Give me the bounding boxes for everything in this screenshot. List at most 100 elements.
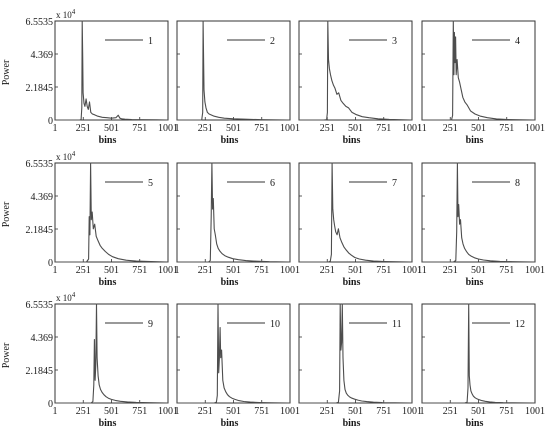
x-tick-label: 1001 [525, 265, 545, 276]
x-tick-label: 501 [471, 265, 486, 276]
legend-label: 2 [270, 36, 275, 47]
x-tick-label: 1001 [280, 123, 300, 134]
x-tick-label: 1001 [280, 406, 300, 417]
y-tick-label: 0 [48, 116, 53, 127]
legend-label: 4 [515, 36, 520, 47]
y-exponent-power: 4 [72, 8, 76, 16]
legend-label: 3 [392, 36, 397, 47]
legend-label: 9 [148, 319, 153, 330]
plot-frame [54, 20, 169, 121]
x-tick-label: 1 [53, 265, 58, 276]
y-tick-label: 0 [48, 258, 53, 269]
plot-frame [54, 162, 169, 263]
plot-frame [176, 20, 291, 121]
x-axis-label: bins [343, 418, 361, 429]
legend-label: 8 [515, 178, 520, 189]
series-line [422, 162, 536, 263]
y-axis-label: Power [1, 201, 12, 227]
x-tick-label: 751 [254, 123, 269, 134]
y-exponent: x 104 [56, 8, 76, 20]
x-tick-label: 1001 [158, 406, 178, 417]
x-axis-label: bins [99, 135, 117, 146]
x-tick-label: 1001 [402, 406, 422, 417]
plot-frame [298, 303, 413, 404]
legend-label: 11 [392, 319, 402, 330]
x-tick-label: 1 [420, 406, 425, 417]
x-tick-label: 251 [198, 123, 213, 134]
y-tick-label: 2.1845 [26, 83, 54, 94]
x-tick-label: 501 [104, 265, 119, 276]
y-exponent-power: 4 [72, 150, 76, 158]
y-axis-label: Power [1, 342, 12, 368]
y-tick-label: 6.5535 [26, 300, 54, 311]
subplot-5: 1 251 501 751 1001 bins 0 2.1845 4.369 6.5535 Powe… [1, 150, 178, 288]
x-tick-label: 501 [104, 123, 119, 134]
x-axis-label: bins [221, 135, 239, 146]
legend-label: 10 [270, 319, 280, 330]
plot-frame [176, 303, 291, 404]
x-tick-label: 251 [198, 406, 213, 417]
x-tick-label: 501 [226, 265, 241, 276]
x-tick-label: 751 [499, 265, 514, 276]
subplot-4: 11 251 501 751 1001 bins 4 [417, 20, 545, 146]
plot-frame [176, 162, 291, 263]
series-line [55, 20, 169, 121]
x-tick-label: 751 [376, 406, 391, 417]
x-tick-label: 251 [76, 265, 91, 276]
legend-label: 1 [148, 36, 153, 47]
y-axis-label: Power [1, 59, 12, 85]
x-tick-label: 751 [132, 123, 147, 134]
x-tick-label: 501 [471, 123, 486, 134]
x-tick-label: 501 [348, 265, 363, 276]
x-tick-label: 501 [104, 406, 119, 417]
subplot-1: 1 251 501 751 1001 bins 0 2.1845 4.369 6.5535 Powe… [1, 8, 178, 146]
x-tick-label: 11 [417, 265, 427, 276]
series-line [177, 303, 291, 404]
y-tick-label: 4.369 [31, 50, 54, 61]
y-tick-label: 2.1845 [26, 225, 54, 236]
x-tick-label: 251 [443, 123, 458, 134]
series-line [55, 162, 169, 263]
plot-frame [298, 20, 413, 121]
x-tick-label: 251 [443, 265, 458, 276]
x-tick-label: 1001 [525, 123, 545, 134]
plot-frame [421, 303, 536, 404]
y-tick-label: 4.369 [31, 192, 54, 203]
x-tick-label: 751 [132, 406, 147, 417]
x-tick-label: 751 [376, 123, 391, 134]
series-line [177, 162, 291, 263]
subplot-6: 1 251 501 751 1001 bins 6 [175, 162, 300, 288]
x-tick-label: 1 [53, 406, 58, 417]
x-tick-label: 251 [443, 406, 458, 417]
subplot-11: 251 501 751 1001 bins 11 [298, 303, 422, 429]
x-tick-label: 751 [254, 265, 269, 276]
series-line [55, 303, 169, 404]
x-tick-label: 751 [254, 406, 269, 417]
x-tick-label: 251 [320, 123, 335, 134]
series-line [299, 20, 413, 121]
x-axis-label: bins [466, 277, 484, 288]
x-tick-label: 1 [175, 265, 180, 276]
x-axis-label: bins [466, 418, 484, 429]
subplot-10: 1 251 501 751 1001 bins 10 [175, 303, 300, 429]
x-axis-label: bins [343, 277, 361, 288]
y-tick-label: 2.1845 [26, 366, 54, 377]
x-tick-label: 251 [198, 265, 213, 276]
x-axis-label: bins [99, 277, 117, 288]
subplot-2: 1 251 501 751 1001 bins 2 [175, 20, 300, 146]
x-tick-label: 1 [175, 406, 180, 417]
x-tick-label: 1 [175, 123, 180, 134]
x-axis-label: bins [221, 418, 239, 429]
subplot-9: 1 251 501 751 1001 bins 0 2.1845 4.369 6.5535 Powe… [1, 291, 178, 429]
x-tick-label: 251 [76, 406, 91, 417]
plot-frame [421, 20, 536, 121]
x-tick-label: 751 [499, 406, 514, 417]
x-tick-label: 1001 [402, 123, 422, 134]
subplot-12: 1 251 501 751 1001 bins 12 [420, 303, 545, 429]
x-tick-label: 1001 [158, 123, 178, 134]
x-axis-label: bins [466, 135, 484, 146]
y-tick-label: 6.5535 [26, 17, 54, 28]
series-line [422, 20, 536, 121]
x-tick-label: 1001 [158, 265, 178, 276]
